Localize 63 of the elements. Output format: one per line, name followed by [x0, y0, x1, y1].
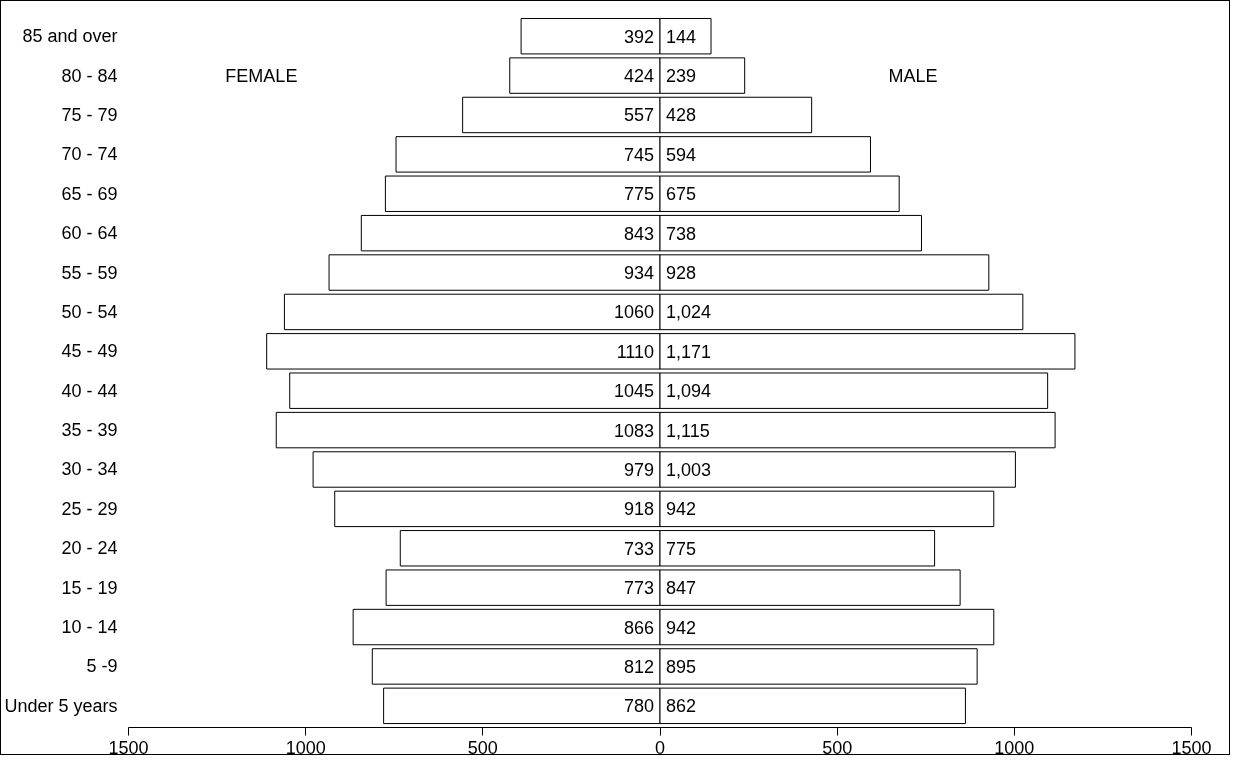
data-label: 918	[623, 499, 655, 520]
x-tick-label: 1500	[1171, 737, 1212, 758]
x-tick-label: 1000	[285, 737, 326, 758]
data-label: 239	[666, 66, 697, 87]
data-label: 733	[623, 538, 655, 559]
data-label: 392	[623, 26, 655, 47]
data-label: 1,171	[666, 341, 712, 362]
data-label: 843	[623, 223, 655, 244]
y-tick-label: 45 - 49	[61, 341, 118, 362]
data-label: 942	[666, 499, 697, 520]
data-label: 866	[623, 617, 655, 638]
y-tick-label: 85 and over	[22, 26, 118, 47]
y-tick-label: 25 - 29	[61, 498, 118, 519]
data-label: 979	[623, 459, 655, 480]
data-label: 738	[666, 223, 697, 244]
x-tick-label: 1500	[108, 737, 149, 758]
y-tick-label: 80 - 84	[61, 65, 118, 86]
data-label: 1083	[613, 420, 654, 441]
x-tick-label: 0	[654, 737, 666, 758]
data-label: 934	[623, 263, 655, 284]
data-label: 557	[623, 105, 655, 126]
y-tick-label: 35 - 39	[61, 420, 118, 441]
y-tick-label: 60 - 64	[61, 223, 118, 244]
x-tick-label: 500	[467, 737, 498, 758]
y-tick-label: 55 - 59	[61, 262, 118, 283]
data-label: 424	[623, 66, 655, 87]
data-label: 775	[666, 538, 697, 559]
y-tick-label: 70 - 74	[61, 144, 118, 165]
y-tick-label: 5 -9	[86, 656, 118, 677]
data-label: 745	[623, 144, 655, 165]
data-label: 144	[666, 26, 697, 47]
data-label: 675	[666, 184, 697, 205]
y-tick-label: Under 5 years	[4, 695, 118, 716]
y-tick-label: 65 - 69	[61, 183, 118, 204]
y-tick-label: 15 - 19	[61, 577, 118, 598]
data-label: 1,003	[666, 459, 712, 480]
data-label: 1110	[616, 341, 654, 362]
data-label: 895	[666, 656, 697, 677]
data-label: 594	[666, 144, 697, 165]
data-label: 773	[623, 578, 655, 599]
data-label: 928	[666, 263, 697, 284]
y-tick-label: 75 - 79	[61, 104, 118, 125]
y-tick-label: 50 - 54	[61, 301, 118, 322]
data-label: 847	[666, 578, 697, 599]
data-label: 862	[666, 696, 697, 717]
annotation: FEMALE	[225, 65, 298, 86]
data-label: 812	[623, 656, 655, 677]
data-label: 942	[666, 617, 697, 638]
data-label: 1,115	[666, 420, 710, 441]
annotation: MALE	[888, 65, 938, 86]
data-label: 1,024	[666, 302, 712, 323]
data-label: 1,094	[666, 381, 712, 402]
x-tick-label: 1000	[994, 737, 1035, 758]
y-tick-label: 10 - 14	[61, 617, 118, 638]
data-label: 428	[666, 105, 697, 126]
data-label: 1060	[613, 302, 654, 323]
y-tick-label: 30 - 34	[61, 459, 118, 480]
y-tick-label: 40 - 44	[61, 380, 118, 401]
data-label: 780	[623, 696, 655, 717]
data-label: 775	[623, 184, 655, 205]
x-tick-label: 500	[822, 737, 853, 758]
y-tick-label: 20 - 24	[61, 538, 118, 559]
data-label: 1045	[613, 381, 654, 402]
